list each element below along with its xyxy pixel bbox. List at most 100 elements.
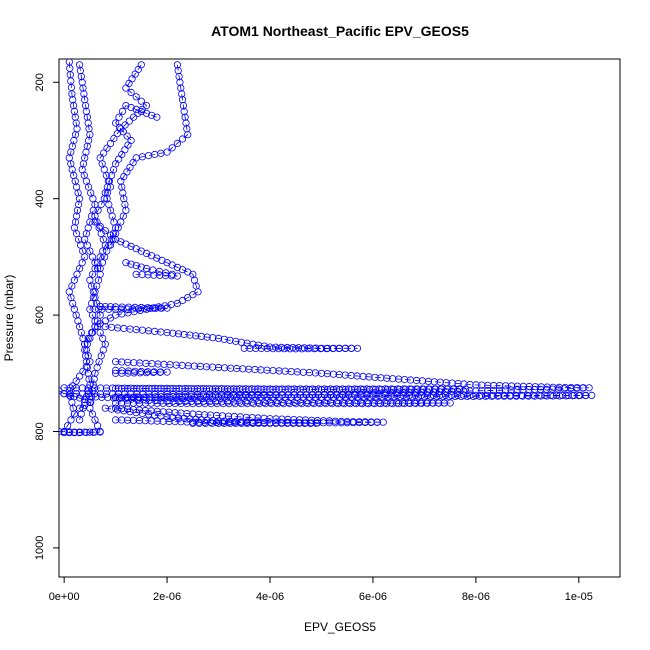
data-point — [83, 363, 91, 372]
data-point — [94, 206, 102, 214]
data-point — [119, 212, 127, 220]
data-point — [337, 419, 345, 427]
data-point — [82, 102, 90, 110]
data-point — [78, 78, 86, 86]
data-point — [295, 419, 303, 427]
data-point — [341, 385, 350, 394]
data-point — [150, 271, 158, 279]
data-point — [365, 373, 373, 381]
data-point — [67, 416, 75, 424]
series-line — [79, 64, 106, 432]
data-point — [82, 428, 91, 437]
data-point — [146, 304, 154, 313]
data-point — [88, 270, 97, 278]
data-point — [249, 419, 257, 427]
data-point — [100, 149, 108, 157]
data-point — [70, 429, 79, 437]
data-point — [186, 331, 194, 339]
data-point — [301, 419, 309, 427]
data-point — [147, 417, 155, 425]
data-point — [127, 260, 135, 268]
data-point — [140, 304, 148, 313]
data-point — [490, 381, 498, 390]
data-point — [163, 328, 171, 337]
data-point — [174, 330, 183, 338]
profile-series — [91, 302, 171, 313]
data-point — [278, 415, 286, 423]
data-point — [255, 399, 263, 408]
data-point — [142, 102, 151, 110]
data-point — [215, 334, 223, 342]
profile-series — [59, 427, 104, 437]
data-point — [280, 345, 288, 353]
data-point — [420, 392, 428, 401]
data-point — [226, 419, 234, 427]
data-point — [163, 304, 171, 312]
chart-title: ATOM1 Northeast_Pacific EPV_GEOS5 — [211, 23, 469, 39]
data-point — [147, 399, 155, 407]
data-point — [117, 305, 125, 313]
data-point — [132, 154, 140, 162]
data-point — [153, 113, 161, 121]
data-point — [68, 282, 76, 290]
data-point — [70, 102, 78, 110]
data-point — [91, 259, 99, 267]
data-point — [118, 107, 127, 116]
data-point — [72, 384, 80, 392]
data-point — [96, 328, 104, 337]
data-point — [248, 413, 256, 422]
data-point — [82, 148, 90, 156]
profile-series — [112, 366, 171, 377]
data-point — [472, 381, 480, 389]
data-point — [169, 413, 177, 421]
data-point — [377, 374, 385, 382]
data-point — [246, 344, 254, 352]
data-point — [165, 408, 173, 416]
data-point — [65, 288, 73, 296]
data-point — [257, 385, 265, 393]
data-point — [484, 381, 492, 389]
data-point — [162, 271, 170, 280]
y-tick-label: 400 — [34, 190, 46, 208]
series-line — [84, 221, 199, 345]
data-point — [122, 206, 130, 214]
data-point — [144, 271, 152, 279]
data-point — [88, 311, 97, 319]
data-point — [77, 241, 85, 249]
x-tick-label: 6e-06 — [359, 591, 387, 603]
data-point — [142, 109, 151, 117]
data-point — [272, 419, 280, 427]
data-point — [105, 305, 113, 313]
data-point — [365, 385, 374, 393]
data-point — [243, 419, 251, 427]
data-point — [137, 263, 145, 271]
data-point — [110, 134, 118, 143]
data-point — [446, 399, 454, 407]
data-point — [203, 333, 211, 341]
data-point — [127, 103, 135, 112]
x-tick-label: 2e-06 — [153, 591, 181, 603]
data-point — [331, 419, 339, 427]
data-point — [116, 394, 124, 402]
plot-frame — [58, 58, 621, 578]
data-point — [163, 392, 171, 401]
data-point — [119, 189, 127, 197]
data-point — [84, 334, 92, 342]
data-point — [364, 399, 372, 408]
data-point — [171, 409, 179, 417]
data-point — [174, 414, 183, 422]
data-point — [141, 399, 149, 407]
data-point — [94, 422, 102, 430]
data-point — [70, 392, 79, 401]
data-point — [78, 259, 86, 267]
data-point — [106, 183, 115, 191]
data-point — [73, 183, 81, 191]
data-point — [60, 390, 68, 398]
data-point — [167, 300, 175, 309]
data-point — [119, 128, 127, 136]
data-point — [169, 329, 177, 337]
profile-series — [86, 392, 454, 408]
data-point — [128, 75, 136, 83]
data-point — [178, 96, 187, 104]
data-point — [137, 107, 145, 116]
